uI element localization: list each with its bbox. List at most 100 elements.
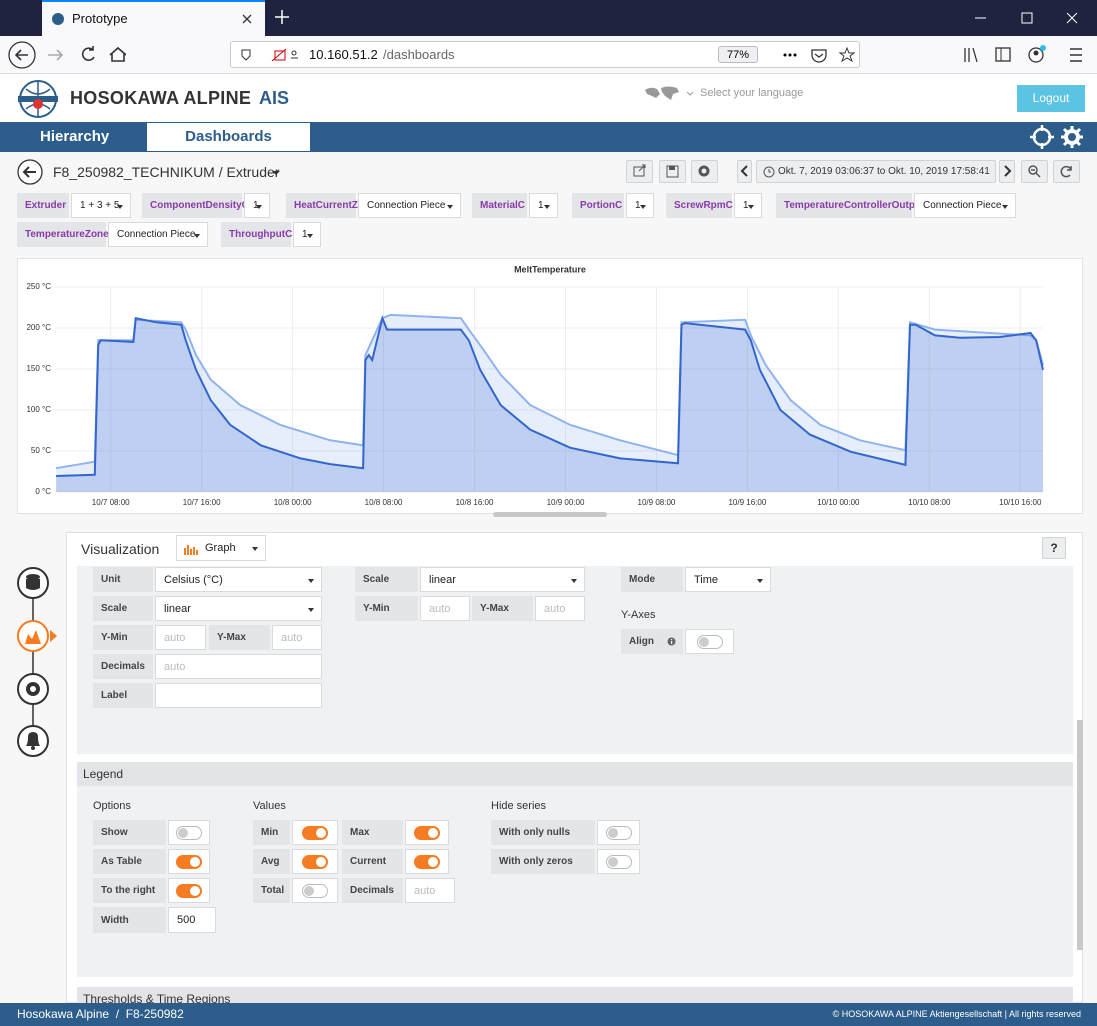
time-range: Okt. 7, 2019 03:06:37 to Okt. 10, 2019 1… [778, 166, 990, 177]
share-button[interactable] [626, 160, 653, 183]
input[interactable]: auto [155, 654, 322, 679]
input[interactable]: auto [272, 625, 322, 650]
scrollbar[interactable] [1077, 720, 1083, 950]
general-tab[interactable] [17, 673, 49, 705]
nav-tab-active[interactable]: Dashboards [147, 123, 310, 151]
toggle-label: Avg [253, 849, 290, 874]
toggle-box [405, 849, 449, 874]
toggle-box [168, 878, 210, 903]
field-label: Label [93, 683, 153, 708]
select[interactable]: Celsius (°C) [155, 567, 322, 592]
variable-select[interactable]: 1 [626, 193, 654, 218]
nav-icons[interactable] [1030, 125, 1086, 149]
toggle[interactable] [605, 825, 632, 840]
app-header: HOSOKAWA ALPINE AIS Select your language… [0, 74, 1097, 122]
variable-label: ThroughputC [221, 222, 292, 247]
toggle-box [597, 849, 640, 874]
group-heading: Options [93, 800, 131, 812]
alert-tab[interactable] [17, 725, 49, 757]
toggle[interactable] [414, 825, 440, 840]
variable-select[interactable]: Connection Piece [358, 193, 461, 218]
resize-handle[interactable] [493, 512, 607, 517]
toggle[interactable] [302, 825, 328, 840]
field-label: Unit [93, 567, 153, 592]
input[interactable] [155, 683, 322, 708]
world-map[interactable] [643, 84, 693, 104]
time-forward[interactable] [999, 160, 1015, 183]
tab-close[interactable] [242, 14, 252, 24]
url-icons [241, 48, 298, 62]
zoom-badge[interactable]: 77% [718, 46, 758, 63]
field-label: Decimals [342, 878, 403, 903]
variable-select[interactable]: Connection Piece [914, 193, 1016, 218]
url-path: /dashboards [383, 47, 455, 62]
input[interactable]: 500 [168, 907, 216, 933]
chart-title: MeltTemperature [514, 264, 586, 274]
queries-tab[interactable] [17, 567, 49, 599]
footer-breadcrumb: Hosokawa Alpine / F8-250982 [17, 1007, 184, 1021]
field-label: Decimals [93, 654, 153, 679]
toggle[interactable] [176, 883, 202, 898]
refresh[interactable] [1053, 160, 1080, 183]
select[interactable]: Time [685, 567, 771, 592]
field-label: Width [93, 907, 166, 933]
x-tick-label: 10/7 08:00 [92, 498, 130, 507]
y-tick-label: 50 °C [31, 446, 51, 455]
language-select[interactable]: Select your language [700, 87, 804, 99]
window-controls[interactable] [970, 10, 1090, 26]
nav-tab[interactable]: Hierarchy [40, 128, 110, 145]
variable-select[interactable]: 1 + 3 + 5 [71, 193, 131, 218]
x-tick-label: 10/7 16:00 [183, 498, 221, 507]
toggle[interactable] [605, 854, 632, 869]
favicon [52, 13, 64, 25]
caret [272, 171, 280, 175]
variable-label: Extruder [17, 193, 69, 218]
input[interactable]: auto [420, 596, 470, 621]
logout-button[interactable]: Logout [1017, 85, 1085, 112]
y-tick-label: 250 °C [26, 282, 51, 291]
nav-buttons[interactable] [6, 40, 126, 70]
visualization-tab[interactable] [17, 620, 57, 652]
visualization-value: Graph [205, 542, 236, 554]
time-back[interactable] [737, 160, 752, 183]
input[interactable]: auto [155, 625, 206, 650]
line [55, 313, 1044, 470]
x-tick-label: 10/8 08:00 [365, 498, 403, 507]
input[interactable]: auto [535, 596, 585, 621]
x-tick-label: 10/8 00:00 [274, 498, 312, 507]
info-icon[interactable] [667, 637, 676, 646]
toggle[interactable] [302, 854, 328, 869]
variable-select[interactable]: 1 [529, 193, 558, 218]
settings-button[interactable] [691, 160, 718, 183]
variable-select[interactable]: Connection Piece [108, 222, 208, 247]
zoom-out[interactable] [1021, 160, 1048, 183]
section-header[interactable]: Thresholds & Time Regions [77, 987, 1073, 1007]
visualization-select[interactable]: Graph [176, 535, 266, 561]
section-header[interactable]: Legend [77, 762, 1073, 786]
toggle[interactable] [302, 883, 328, 898]
field-label: Y-Max [209, 625, 270, 650]
browser-tab[interactable]: Prototype [42, 0, 265, 36]
select[interactable]: linear [155, 596, 322, 621]
input[interactable]: auto [405, 878, 455, 903]
variable-select[interactable]: 1 [734, 193, 762, 218]
select[interactable]: linear [420, 567, 585, 592]
x-tick-label: 10/10 16:00 [999, 498, 1042, 507]
toggle[interactable] [176, 854, 202, 869]
toggle[interactable] [696, 634, 723, 649]
time-picker[interactable]: Okt. 7, 2019 03:06:37 to Okt. 10, 2019 1… [756, 160, 996, 183]
browser-menu-icons[interactable] [960, 44, 1090, 66]
back-button[interactable] [17, 159, 45, 187]
variable-select[interactable]: 1 [293, 222, 321, 247]
variable-select[interactable]: 1 [244, 193, 270, 218]
page-actions[interactable] [781, 47, 856, 63]
new-tab[interactable] [274, 9, 290, 25]
toggle[interactable] [176, 825, 202, 840]
breadcrumb[interactable]: F8_250982_TECHNIKUM / Extruder [53, 164, 280, 180]
toggle[interactable] [414, 854, 440, 869]
variable-label: MaterialC [472, 193, 527, 218]
url-bar[interactable]: 10.160.51.2 /dashboards 77% [230, 41, 860, 68]
save-button[interactable] [659, 160, 686, 183]
help-button[interactable]: ? [1042, 537, 1066, 559]
toggle-label: With only zeros [491, 849, 595, 874]
